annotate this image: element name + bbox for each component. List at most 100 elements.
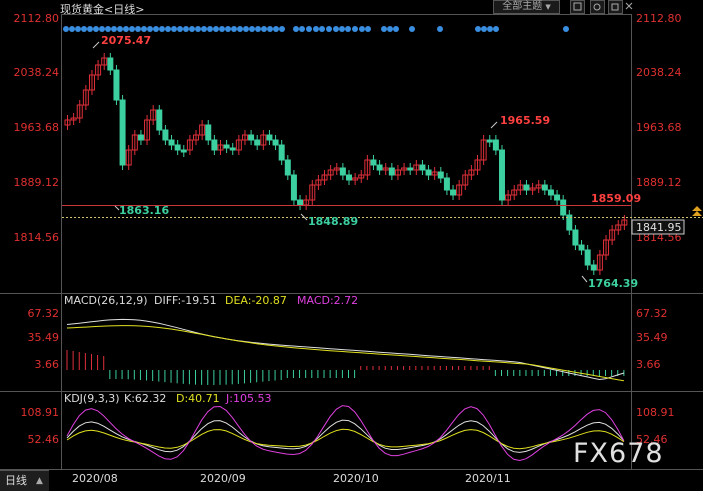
price-tick-label: 1963.68: [636, 121, 682, 134]
kdj-tick-label: 52.46: [636, 433, 668, 446]
candle-body: [297, 199, 304, 206]
event-marker-dot: [159, 26, 165, 32]
candle-body: [505, 194, 512, 201]
candle-body: [407, 167, 414, 171]
macd-dea: DEA:-20.87: [225, 294, 287, 307]
period-tab[interactable]: 日线 ▲: [0, 470, 49, 491]
candle-body: [376, 164, 383, 171]
last-price-tag: [631, 219, 685, 235]
candle-body: [223, 144, 230, 149]
kdj-k-line: [66, 419, 625, 453]
event-marker-dot: [487, 26, 493, 32]
close-button[interactable]: [624, 0, 634, 12]
candle-body: [480, 139, 487, 161]
chevron-up-icon: ▲: [36, 476, 43, 486]
candle-body: [615, 224, 622, 231]
zoom-icon: [593, 3, 601, 11]
event-marker-dot: [69, 26, 75, 32]
candle-body: [523, 184, 530, 191]
candle-body: [162, 129, 169, 141]
candle-body: [150, 109, 157, 121]
event-marker-dot: [231, 26, 237, 32]
last-price-marker-icon[interactable]: [692, 206, 702, 216]
period-selector[interactable]: <日线>: [104, 3, 145, 16]
candle-body: [180, 149, 187, 153]
event-marker-dot: [319, 26, 325, 32]
macd-diff-line: [66, 318, 625, 381]
low1-label: 1863.16: [119, 204, 169, 217]
kdj-title: KDJ(9,3,3): [64, 392, 120, 405]
candle-body: [401, 167, 408, 171]
candle-body: [596, 254, 603, 271]
candle-body: [248, 134, 255, 141]
candle-body: [266, 134, 273, 141]
price-tick-label: 2112.80: [14, 12, 60, 25]
candle-body: [272, 139, 279, 146]
event-marker-dot: [177, 26, 183, 32]
candle-body: [101, 57, 108, 66]
event-marker-dot: [352, 26, 358, 32]
macd-tick-label: 35.49: [28, 331, 60, 344]
event-marker-dot: [237, 26, 243, 32]
event-marker-dot: [333, 26, 339, 32]
macd-legend: MACD(26,12,9) DIFF:-19.51 DEA:-20.87 MAC…: [64, 294, 358, 307]
macd-axis-left: 67.32 35.49 3.66: [28, 307, 60, 371]
price-tick-label: 2112.80: [636, 12, 682, 25]
event-marker-dot: [141, 26, 147, 32]
kdj-k: K:62.32: [124, 392, 166, 405]
candle-body: [560, 199, 567, 216]
hline-label: 1859.09: [591, 192, 641, 205]
event-marker-dot: [111, 26, 117, 32]
candle-body: [498, 149, 505, 201]
macd-tick-label: 67.32: [636, 307, 668, 320]
kdj-axis-right: 108.91 52.46: [636, 406, 675, 446]
candle-body: [107, 57, 114, 71]
candle-body: [229, 147, 236, 151]
event-marker-dot: [313, 26, 319, 32]
candle-body: [205, 124, 212, 141]
event-marker-dot: [365, 26, 371, 32]
candle-body: [541, 184, 548, 191]
event-marker-dot: [75, 26, 81, 32]
event-marker-dot: [219, 26, 225, 32]
kdj-j-line: [66, 405, 625, 462]
event-marker-dot: [387, 26, 393, 32]
date-label: 2020/08: [72, 472, 118, 485]
candle-body: [358, 174, 365, 179]
restore-button[interactable]: [608, 0, 623, 14]
candle-body: [254, 139, 261, 146]
candle-body: [413, 164, 420, 171]
zoom-button[interactable]: [590, 0, 605, 14]
theme-dropdown-label: 全部主题: [502, 1, 543, 12]
event-marker-dot: [267, 26, 273, 32]
event-marker-dot: [129, 26, 135, 32]
candle-body: [260, 134, 267, 146]
calendar-button[interactable]: [570, 0, 585, 14]
candle-body: [321, 174, 328, 181]
fx678-watermark: FX678: [573, 438, 664, 469]
event-marker-dot: [481, 26, 487, 32]
chart-title: 现货黄金<日线>: [60, 1, 144, 17]
candle-body: [137, 134, 144, 141]
candle-body: [333, 167, 340, 171]
candle-body: [443, 177, 450, 191]
candle-body: [144, 119, 151, 141]
event-marker-dot: [339, 26, 345, 32]
event-marker-dot: [99, 26, 105, 32]
event-markers[interactable]: [63, 26, 569, 32]
kdj-axis-left: 108.91 52.46: [21, 406, 60, 446]
event-marker-dot: [273, 26, 279, 32]
event-marker-dot: [255, 26, 261, 32]
theme-dropdown[interactable]: 全部主题 ▼: [493, 0, 560, 14]
price-tick-label: 1889.12: [14, 176, 60, 189]
event-marker-dot: [81, 26, 87, 32]
event-marker-dot: [345, 26, 351, 32]
event-marker-dot: [475, 26, 481, 32]
watermark-text: FX678: [573, 438, 664, 469]
event-marker-dot: [437, 26, 443, 32]
event-marker-dot: [123, 26, 129, 32]
candle-body: [339, 167, 346, 176]
kdj-tick-label: 108.91: [21, 406, 60, 419]
candle-body: [211, 139, 218, 151]
